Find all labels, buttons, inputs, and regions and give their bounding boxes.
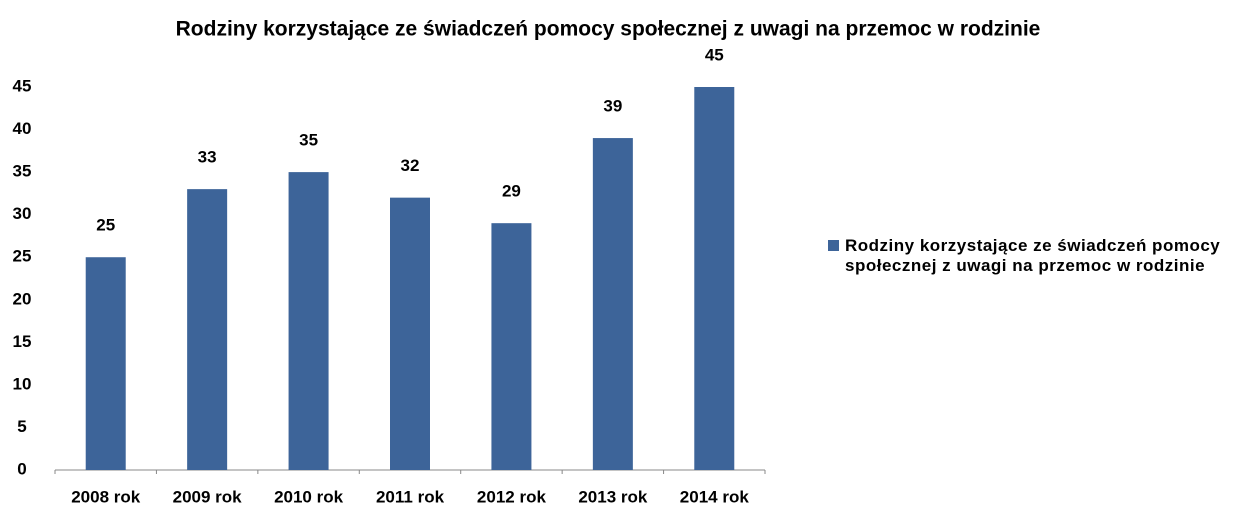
data-label: 25 — [96, 216, 115, 235]
bar — [288, 172, 329, 470]
y-tick-label: 45 — [13, 76, 32, 95]
y-tick-label: 30 — [13, 204, 32, 223]
y-tick-label: 40 — [13, 119, 32, 138]
x-tick-label: 2012 rok — [477, 487, 547, 506]
x-tick-label: 2008 rok — [71, 487, 141, 506]
x-tick-label: 2013 rok — [578, 487, 648, 506]
x-tick-label: 2014 rok — [680, 487, 750, 506]
legend-label: Rodziny korzystające ze świadczeń pomocy… — [845, 236, 1221, 275]
legend-swatch — [828, 240, 839, 251]
x-tick-label: 2009 rok — [173, 487, 243, 506]
y-tick-label: 0 — [17, 459, 26, 478]
data-label: 35 — [299, 131, 318, 150]
bar — [694, 87, 735, 470]
y-tick-label: 35 — [13, 162, 32, 181]
bar — [85, 257, 126, 470]
legend: Rodziny korzystające ze świadczeń pomocy… — [828, 236, 1228, 276]
bar — [390, 197, 430, 470]
y-tick-label: 15 — [13, 332, 32, 351]
data-label: 39 — [603, 97, 622, 116]
y-tick-label: 20 — [13, 289, 32, 308]
bar — [592, 138, 633, 471]
x-tick-label: 2010 rok — [274, 487, 344, 506]
x-tick-label: 2011 rok — [376, 487, 445, 506]
bar — [187, 189, 228, 470]
y-tick-label: 25 — [13, 247, 32, 266]
data-label: 33 — [198, 148, 217, 167]
chart-title: Rodziny korzystające ze świadczeń pomocy… — [176, 18, 1041, 41]
data-label: 29 — [502, 182, 521, 201]
bar — [491, 223, 532, 470]
data-label: 32 — [401, 156, 420, 175]
y-tick-label: 5 — [17, 417, 26, 436]
data-label: 45 — [705, 45, 724, 64]
y-tick-label: 10 — [13, 374, 32, 393]
